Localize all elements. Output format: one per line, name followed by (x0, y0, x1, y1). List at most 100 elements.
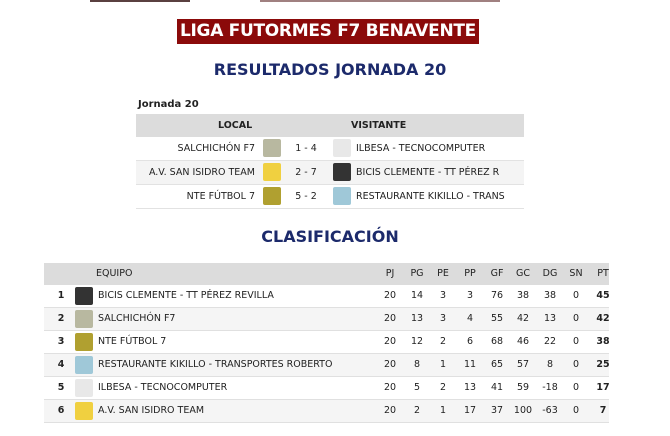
stat-pt: 38 (596, 336, 610, 347)
standings-row: 6 A.V. SAN ISIDRO TEAM 20 2 1 17 37 100 -63 0 7 (44, 400, 609, 423)
team-logo-icon (75, 356, 93, 374)
position: 6 (57, 405, 65, 416)
header-dg: DG (542, 268, 558, 279)
top-image-edge (90, 0, 190, 2)
stat-sn: 0 (572, 290, 580, 301)
stat-pp: 4 (466, 313, 474, 324)
stat-pp: 3 (466, 290, 474, 301)
stat-pg: 13 (410, 313, 424, 324)
team-logo-icon (75, 333, 93, 351)
header-equipo: EQUIPO (96, 268, 133, 279)
position: 5 (57, 382, 65, 393)
stat-pp: 6 (466, 336, 474, 347)
stat-gf: 65 (490, 359, 504, 370)
stat-pe: 2 (439, 382, 447, 393)
team-name[interactable]: ILBESA - TECNOCOMPUTER (98, 382, 228, 393)
stat-gf: 37 (490, 405, 504, 416)
stat-sn: 0 (572, 382, 580, 393)
jornada-label: Jornada 20 (138, 99, 199, 110)
team-logo-icon (75, 287, 93, 305)
stat-pj: 20 (383, 313, 397, 324)
standings-row: 2 SALCHICHÓN F7 20 13 3 4 55 42 13 0 42 (44, 308, 610, 331)
visitor-team-logo-icon (333, 187, 351, 205)
team-name[interactable]: NTE FÚTBOL 7 (98, 336, 167, 347)
team-logo-icon (75, 310, 93, 328)
standings-row: 5 ILBESA - TECNOCOMPUTER 20 5 2 13 41 59 -18 0 17 (44, 377, 610, 400)
header-gc: GC (516, 268, 530, 279)
stat-dg: 22 (543, 336, 557, 347)
stat-pt: 17 (596, 382, 610, 393)
stat-gc: 38 (516, 290, 530, 301)
stat-pp: 11 (463, 359, 477, 370)
stat-gf: 76 (490, 290, 504, 301)
stat-gc: 46 (516, 336, 530, 347)
stat-pe: 3 (439, 313, 447, 324)
score: 5 - 2 (295, 191, 317, 202)
standings-header: EQUIPO PJ PG PE PP GF GC DG SN PT (44, 263, 609, 285)
position: 1 (57, 290, 65, 301)
result-row: SALCHICHÓN F7 1 - 4 ILBESA - TECNOCOMPUT… (136, 137, 524, 161)
team-name[interactable]: SALCHICHÓN F7 (98, 313, 176, 324)
visitor-team[interactable]: RESTAURANTE KIKILLO - TRANS (356, 191, 505, 202)
stat-pj: 20 (383, 382, 397, 393)
local-team-logo-icon (263, 139, 281, 157)
stat-pj: 20 (383, 290, 397, 301)
header-gf: GF (490, 268, 504, 279)
standings-row: 3 NTE FÚTBOL 7 20 12 2 6 68 46 22 0 38 (44, 331, 610, 354)
local-team-logo-icon (263, 187, 281, 205)
position: 2 (57, 313, 65, 324)
visitor-team[interactable]: BICIS CLEMENTE - TT PÉREZ R (356, 167, 500, 178)
team-logo-icon (75, 379, 93, 397)
league-banner: LIGA FUTORMES F7 BENAVENTE (177, 19, 479, 44)
score: 1 - 4 (295, 143, 317, 154)
stat-gf: 55 (490, 313, 504, 324)
team-name[interactable]: BICIS CLEMENTE - TT PÉREZ REVILLA (98, 290, 274, 301)
stat-sn: 0 (572, 359, 580, 370)
result-row: NTE FÚTBOL 7 5 - 2 RESTAURANTE KIKILLO -… (136, 185, 524, 209)
stat-dg: 13 (543, 313, 557, 324)
stat-dg: 38 (543, 290, 557, 301)
stat-pg: 14 (410, 290, 424, 301)
stat-pj: 20 (383, 405, 397, 416)
stat-gc: 42 (516, 313, 530, 324)
stat-gc: 100 (513, 405, 533, 416)
results-header: LOCAL VISITANTE (136, 114, 524, 137)
team-name[interactable]: A.V. SAN ISIDRO TEAM (98, 405, 205, 416)
visitor-team-logo-icon (333, 139, 351, 157)
stat-gc: 57 (516, 359, 530, 370)
stat-sn: 0 (572, 313, 580, 324)
standings-row: 1 BICIS CLEMENTE - TT PÉREZ REVILLA 20 14 3… (44, 285, 610, 308)
stat-dg: 8 (546, 359, 554, 370)
visitor-team-logo-icon (333, 163, 351, 181)
results-title: RESULTADOS JORNADA 20 (213, 60, 447, 79)
team-name[interactable]: RESTAURANTE KIKILLO - TRANSPORTES ROBERT… (98, 359, 333, 370)
score: 2 - 7 (295, 167, 317, 178)
stat-dg: -18 (542, 382, 558, 393)
local-team[interactable]: NTE FÚTBOL 7 (186, 191, 255, 202)
visitante-header: VISITANTE (351, 120, 407, 131)
stat-pj: 20 (383, 359, 397, 370)
local-header: LOCAL (218, 120, 253, 131)
stat-pt: 42 (596, 313, 610, 324)
stat-pp: 17 (463, 405, 477, 416)
local-team[interactable]: A.V. SAN ISIDRO TEAM (148, 167, 255, 178)
stat-pg: 8 (413, 359, 421, 370)
team-logo-icon (75, 402, 93, 420)
header-pp: PP (464, 268, 476, 279)
top-image-edge (260, 0, 500, 2)
stat-pt: 7 (599, 405, 607, 416)
standings-table: EQUIPO PJ PG PE PP GF GC DG SN PT 1 BICIS CLEMENT… (44, 263, 610, 423)
standings-row: 4 RESTAURANTE KIKILLO - TRANSPORTES ROBE… (44, 354, 610, 377)
stat-sn: 0 (572, 405, 580, 416)
header-pg: PG (410, 268, 424, 279)
stat-pe: 3 (439, 290, 447, 301)
stat-pe: 2 (439, 336, 447, 347)
standings-title: CLASIFICACIÓN (261, 227, 399, 246)
local-team[interactable]: SALCHICHÓN F7 (177, 143, 255, 154)
stat-gf: 41 (490, 382, 504, 393)
stat-dg: -63 (542, 405, 558, 416)
stat-gf: 68 (490, 336, 504, 347)
visitor-team[interactable]: ILBESA - TECNOCOMPUTER (356, 143, 486, 154)
results-table: LOCAL VISITANTE SALCHICHÓN F7 1 - 4 ILBE… (136, 114, 524, 209)
local-team-logo-icon (263, 163, 281, 181)
